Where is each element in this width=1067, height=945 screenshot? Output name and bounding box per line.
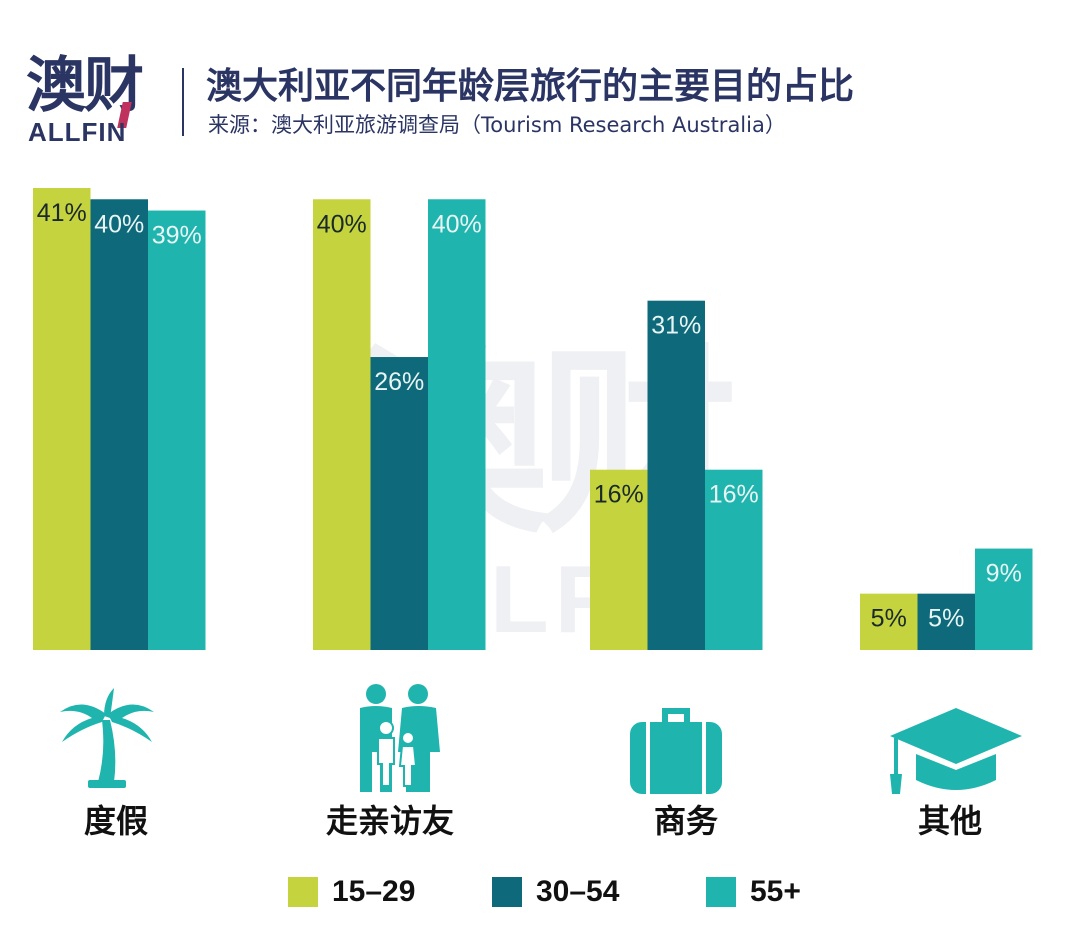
header-divider <box>182 68 184 136</box>
bar-55-1 <box>428 199 486 650</box>
data-label-55-0: 39% <box>152 222 202 250</box>
legend-item-15-29: 15–29 <box>288 874 415 910</box>
legend-item-55-plus: 55+ <box>706 874 801 910</box>
bar-30-54-3 <box>917 593 975 650</box>
legend-label-55-plus: 55+ <box>750 875 801 908</box>
legend-label-15-29: 15–29 <box>332 875 416 908</box>
data-label-30-54-1: 26% <box>374 368 424 396</box>
bar-30-54-0 <box>90 199 148 650</box>
bar-55-3 <box>975 548 1033 650</box>
bar-30-54-2 <box>647 300 705 650</box>
chart-title: 澳大利亚不同年龄层旅行的主要目的占比 <box>206 66 855 107</box>
data-label-55-2: 16% <box>709 481 759 509</box>
bar-55-0 <box>148 210 206 650</box>
palm-tree-icon <box>60 688 154 788</box>
category-label-business: 商务 <box>653 802 718 840</box>
logo-english: ALLFIN <box>28 117 127 147</box>
bar-55-2 <box>705 469 763 650</box>
bar-30-54-1 <box>370 357 428 650</box>
legend-item-30-54: 30–54 <box>492 874 619 910</box>
data-label-55-3: 9% <box>986 560 1022 588</box>
briefcase-icon <box>630 708 722 794</box>
bar-15-29-3 <box>860 593 918 650</box>
data-label-15-29-0: 41% <box>37 199 87 227</box>
category-label-other: 其他 <box>917 802 982 840</box>
bar-15-29-1 <box>313 199 371 650</box>
legend-swatch-30-54 <box>492 877 522 907</box>
legend-swatch-55-plus <box>706 877 736 907</box>
data-label-30-54-3: 5% <box>928 605 964 633</box>
bar-15-29-2 <box>590 469 648 650</box>
legend-swatch-15-29 <box>288 877 318 907</box>
family-icon <box>360 684 440 792</box>
legend-label-30-54: 30–54 <box>536 875 620 908</box>
chart-legend: 15–29 30–54 55+ <box>0 874 1067 910</box>
bar-15-29-0 <box>33 188 91 650</box>
data-label-15-29-3: 5% <box>871 605 907 633</box>
category-label-visiting-friends-relatives: 走亲访友 <box>325 802 454 840</box>
chart-subtitle: 来源：澳大利亚旅游调查局（Tourism Research Australia） <box>208 113 786 137</box>
data-label-15-29-1: 40% <box>317 210 367 238</box>
data-label-15-29-2: 16% <box>594 481 644 509</box>
data-label-30-54-0: 40% <box>94 210 144 238</box>
category-label-vacation: 度假 <box>83 802 148 840</box>
graduation-cap-icon <box>890 708 1022 794</box>
data-label-30-54-2: 31% <box>651 312 701 340</box>
data-label-55-1: 40% <box>432 210 482 238</box>
